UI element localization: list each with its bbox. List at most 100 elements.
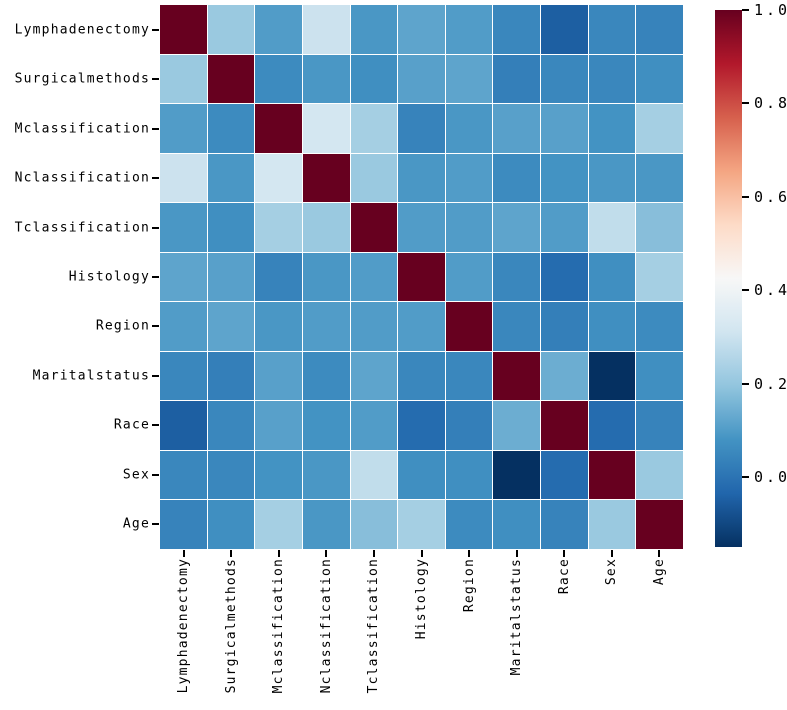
heatmap-cell bbox=[493, 203, 541, 252]
heatmap-cell bbox=[255, 104, 302, 153]
heatmap-cell bbox=[255, 153, 302, 203]
heatmap-cell bbox=[398, 351, 445, 401]
heatmap-cell bbox=[207, 401, 255, 450]
heatmap-cell bbox=[207, 153, 255, 203]
colorbar-ticks: 1.0 0.8 0.6 0.4 0.2 0.0 bbox=[742, 0, 787, 710]
heatmap-cell bbox=[160, 54, 207, 104]
heatmap-cell bbox=[302, 351, 350, 401]
heatmap-cell bbox=[255, 5, 302, 54]
heatmap-cell bbox=[350, 203, 398, 252]
heatmap-cell bbox=[636, 5, 683, 54]
y-axis-label: Maritalstatus bbox=[32, 368, 150, 384]
x-axis-tick bbox=[372, 550, 375, 557]
heatmap-cell bbox=[588, 302, 636, 351]
heatmap-cell bbox=[636, 153, 683, 203]
heatmap-cell bbox=[160, 203, 207, 252]
y-axis-tick bbox=[152, 424, 159, 427]
heatmap-cell bbox=[588, 203, 636, 252]
heatmap-cell bbox=[636, 104, 683, 153]
heatmap-cell bbox=[588, 252, 636, 302]
x-axis-label: Nclassification bbox=[318, 558, 334, 694]
heatmap-cell bbox=[541, 203, 588, 252]
heatmap-cell bbox=[541, 401, 588, 450]
heatmap-cell bbox=[255, 351, 302, 401]
heatmap-cell bbox=[541, 500, 588, 549]
colorbar bbox=[715, 10, 742, 547]
heatmap-cell bbox=[302, 500, 350, 549]
heatmap-cell bbox=[350, 450, 398, 500]
heatmap-cell bbox=[207, 450, 255, 500]
y-axis-tick bbox=[152, 127, 159, 130]
x-axis-tick bbox=[468, 550, 471, 557]
heatmap-cell bbox=[350, 5, 398, 54]
heatmap-cell bbox=[541, 351, 588, 401]
colorbar-tick-label: 0.4 bbox=[754, 281, 787, 300]
heatmap-cell bbox=[636, 302, 683, 351]
heatmap-cell bbox=[445, 302, 493, 351]
heatmap-cell bbox=[302, 153, 350, 203]
heatmap-cell bbox=[445, 450, 493, 500]
heatmap-cell bbox=[207, 351, 255, 401]
colorbar-tick bbox=[742, 475, 749, 478]
heatmap-cell bbox=[160, 450, 207, 500]
heatmap-cell bbox=[302, 5, 350, 54]
y-axis-label: Sex bbox=[122, 467, 150, 483]
heatmap-cell bbox=[541, 104, 588, 153]
heatmap-cell bbox=[255, 500, 302, 549]
heatmap-cell bbox=[541, 450, 588, 500]
heatmap-cell bbox=[493, 401, 541, 450]
heatmap-cell bbox=[588, 104, 636, 153]
heatmap-cell bbox=[398, 153, 445, 203]
heatmap-cell bbox=[255, 450, 302, 500]
heatmap-cell bbox=[493, 54, 541, 104]
heatmap-cell bbox=[350, 104, 398, 153]
heatmap-cell bbox=[398, 450, 445, 500]
x-axis-tick bbox=[230, 550, 233, 557]
y-axis-tick bbox=[152, 78, 159, 81]
colorbar-tick-label: 0.8 bbox=[754, 94, 787, 113]
heatmap-cell bbox=[350, 54, 398, 104]
y-axis-label: Nclassification bbox=[14, 170, 150, 186]
heatmap-cell bbox=[207, 500, 255, 549]
x-axis-label: Histology bbox=[413, 558, 429, 640]
heatmap-cell bbox=[350, 401, 398, 450]
y-axis-label: Age bbox=[122, 516, 150, 532]
heatmap-cell bbox=[350, 351, 398, 401]
heatmap-cell bbox=[541, 302, 588, 351]
heatmap-cell bbox=[207, 104, 255, 153]
heatmap-cell bbox=[493, 351, 541, 401]
colorbar-tick bbox=[742, 102, 749, 105]
heatmap-cell bbox=[398, 104, 445, 153]
heatmap-cell bbox=[541, 153, 588, 203]
heatmap-cell bbox=[445, 401, 493, 450]
y-axis-labels: Lymphadenectomy Surgicalmethods Mclassific… bbox=[0, 5, 150, 549]
heatmap-cell bbox=[255, 302, 302, 351]
heatmap-cell bbox=[588, 5, 636, 54]
heatmap-cell bbox=[493, 252, 541, 302]
heatmap-cell bbox=[588, 500, 636, 549]
heatmap-cell bbox=[493, 104, 541, 153]
heatmap-cell bbox=[398, 5, 445, 54]
heatmap-cell bbox=[302, 104, 350, 153]
heatmap-cell bbox=[493, 500, 541, 549]
heatmap-cell bbox=[302, 203, 350, 252]
heatmap-cell bbox=[255, 401, 302, 450]
heatmap-cell bbox=[636, 351, 683, 401]
colorbar-tick bbox=[742, 289, 749, 292]
heatmap-cell bbox=[160, 5, 207, 54]
heatmap-cell bbox=[160, 104, 207, 153]
x-axis-tick bbox=[277, 550, 280, 557]
heatmap-cell bbox=[493, 302, 541, 351]
heatmap-cell bbox=[445, 153, 493, 203]
heatmap-cell bbox=[493, 153, 541, 203]
heatmap-cell bbox=[302, 401, 350, 450]
heatmap-cell bbox=[541, 54, 588, 104]
x-axis-tick bbox=[610, 550, 613, 557]
heatmap-cell bbox=[636, 500, 683, 549]
heatmap-cell bbox=[636, 203, 683, 252]
heatmap-cell bbox=[445, 252, 493, 302]
x-axis-label: Sex bbox=[604, 558, 620, 586]
y-axis-label: Histology bbox=[68, 269, 150, 285]
heatmap-cell bbox=[160, 500, 207, 549]
